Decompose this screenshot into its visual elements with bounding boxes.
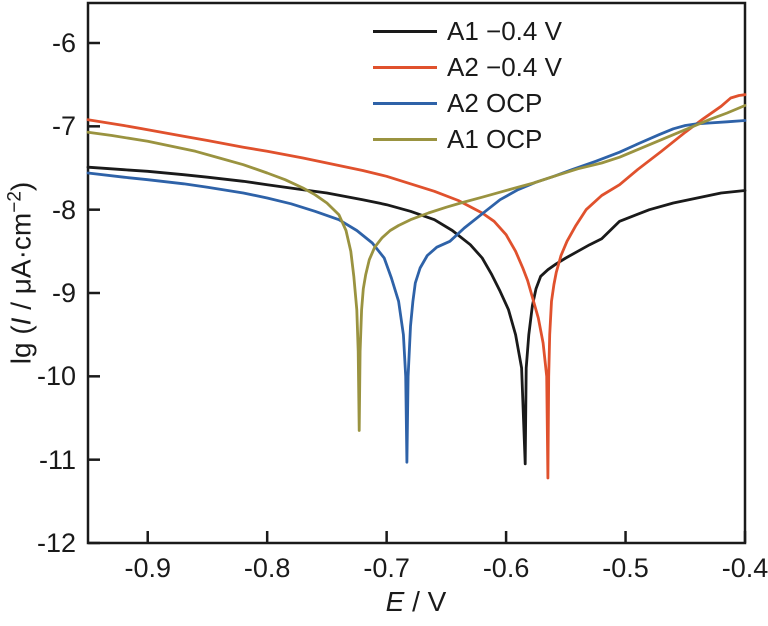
y-tick-label: -8 [51,194,76,225]
legend-item: A1 −0.4 V [373,13,562,49]
x-axis-title: E / V [385,586,447,617]
curve-a1-−0.4-v [86,165,747,466]
legend-item: A2 −0.4 V [373,49,562,85]
curve-a2-−0.4-v [86,93,747,480]
y-tick-label: -6 [51,28,76,58]
curve-a2-ocp [86,119,747,464]
y-tick-label: -7 [51,111,76,142]
legend-swatch-olive-line [373,137,437,141]
legend-label: A1 −0.4 V [447,15,562,46]
y-tick-label: -10 [36,361,76,392]
legend-item: A1 OCP [373,121,562,157]
x-tick-label: -0.4 [721,553,768,583]
curve-a1-ocp [86,104,747,432]
x-tick-label: -0.8 [243,553,291,583]
y-tick-label: -12 [36,528,76,558]
legend-swatch-black-line [373,29,437,33]
legend-label: A2 −0.4 V [447,51,562,82]
y-axis-title: lg (I / μA·cm−2) [4,181,37,365]
x-tick-label: -0.6 [482,553,530,583]
y-tick-label: -9 [51,278,76,308]
x-tick-label: -0.5 [602,553,649,583]
y-axis-title-superscript: −2 [4,191,26,213]
y-tick-label: -11 [38,444,76,475]
legend-item: A2 OCP [373,85,562,121]
legend: A1 −0.4 V A2 −0.4 V A2 OCP A1 OCP [373,13,562,157]
x-tick-label: -0.7 [363,553,410,583]
legend-label: A1 OCP [447,123,543,154]
legend-label: A2 OCP [447,87,543,118]
legend-swatch-blue-line [373,101,437,105]
plot-frame [86,1,747,545]
legend-swatch-orange-line [373,65,437,69]
x-tick-label: -0.9 [124,553,171,583]
